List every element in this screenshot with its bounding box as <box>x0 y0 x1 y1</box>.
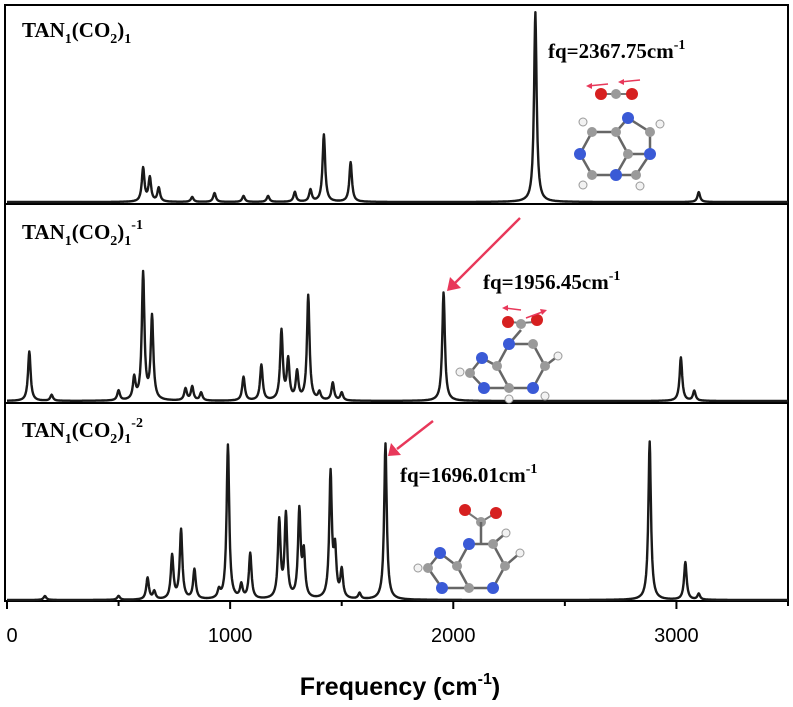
co2-molecule <box>586 79 641 100</box>
panel-3-label: TAN1(CO2)1-2 <box>22 416 143 447</box>
panel-2-frequency-annotation: fq=1956.45cm-1 <box>483 269 620 294</box>
x-tick-label-3000: 3000 <box>654 625 699 647</box>
panel-3-molecule-structure <box>413 504 525 594</box>
panel-3-pointer-arrow <box>388 420 434 456</box>
spectrum-line-panel-2 <box>6 269 789 403</box>
co2-molecule <box>502 305 547 329</box>
panel-2-molecule-structure <box>455 305 563 404</box>
panel-2-label: TAN1(CO2)1-1 <box>22 218 143 249</box>
x-tick-label-0: 0 <box>6 625 17 647</box>
plot-frame <box>4 4 789 602</box>
panel-1-label: TAN1(CO2)1 <box>22 18 131 47</box>
panel-1-molecule-structure <box>574 79 665 191</box>
panel-1-frequency-annotation: fq=2367.75cm-1 <box>548 38 685 63</box>
spectrum-line-panel-1 <box>6 11 789 204</box>
x-axis-ticks <box>6 601 789 609</box>
co2-molecule <box>459 504 502 527</box>
x-tick-label-1000: 1000 <box>208 625 253 647</box>
x-tick-label-2000: 2000 <box>431 625 476 647</box>
panel-3-frequency-annotation: fq=1696.01cm-1 <box>400 462 537 487</box>
panel-2-pointer-arrow <box>447 217 521 291</box>
spectrum-line-panel-3 <box>6 440 789 602</box>
tan-ring-structure <box>578 116 652 177</box>
x-axis-title: Frequency (cm-1) <box>300 671 500 701</box>
